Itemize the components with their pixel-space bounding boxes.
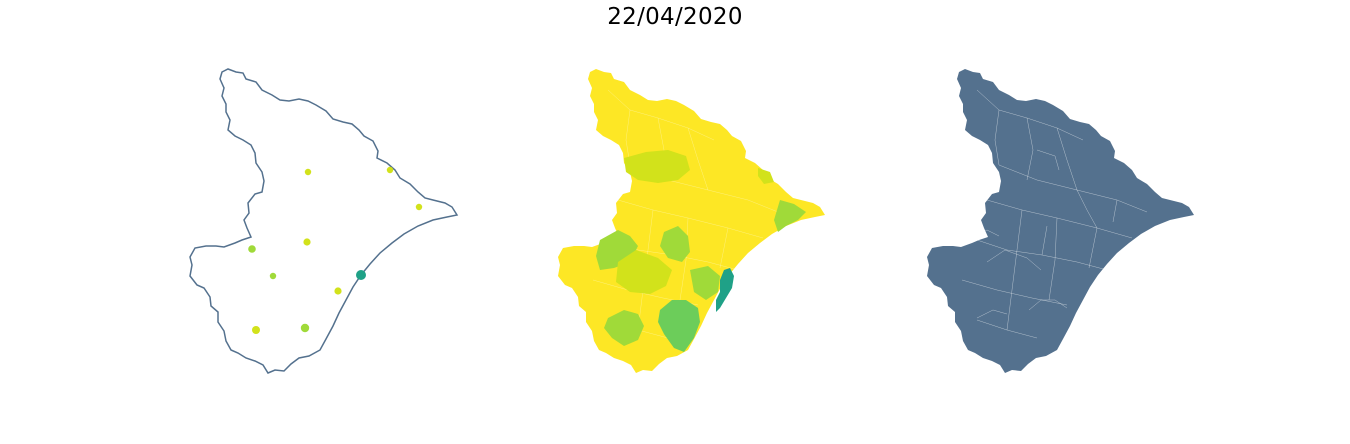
- panel-point-map: [189, 68, 458, 374]
- state-outline: [189, 68, 458, 374]
- points-layer: [248, 166, 423, 334]
- region-yellow-green-north: [624, 150, 690, 183]
- region-yellow-green-center: [616, 250, 672, 294]
- map-point: [356, 270, 366, 280]
- region-yellow-green-east: [758, 168, 774, 184]
- map-point: [386, 166, 394, 174]
- figure-title: 22/04/2020: [607, 4, 743, 30]
- municipality-borders: [961, 89, 1148, 339]
- map-point: [300, 323, 310, 333]
- panel-municipalities: [927, 69, 1194, 373]
- region-light-green-south-west: [604, 310, 644, 346]
- map-point: [252, 326, 260, 334]
- region-green-south: [658, 300, 700, 352]
- map-point: [303, 238, 311, 246]
- panel-choropleth: [558, 69, 825, 373]
- map-point: [334, 287, 342, 295]
- municipality-base: [927, 69, 1194, 373]
- region-light-green-center: [660, 226, 690, 262]
- region-teal-capital: [716, 268, 734, 312]
- map-point: [415, 203, 423, 211]
- region-light-green-coast: [774, 200, 806, 232]
- map-point: [304, 168, 312, 176]
- map-point: [248, 245, 256, 253]
- map-point: [269, 272, 277, 280]
- region-light-green-south-east: [690, 266, 720, 300]
